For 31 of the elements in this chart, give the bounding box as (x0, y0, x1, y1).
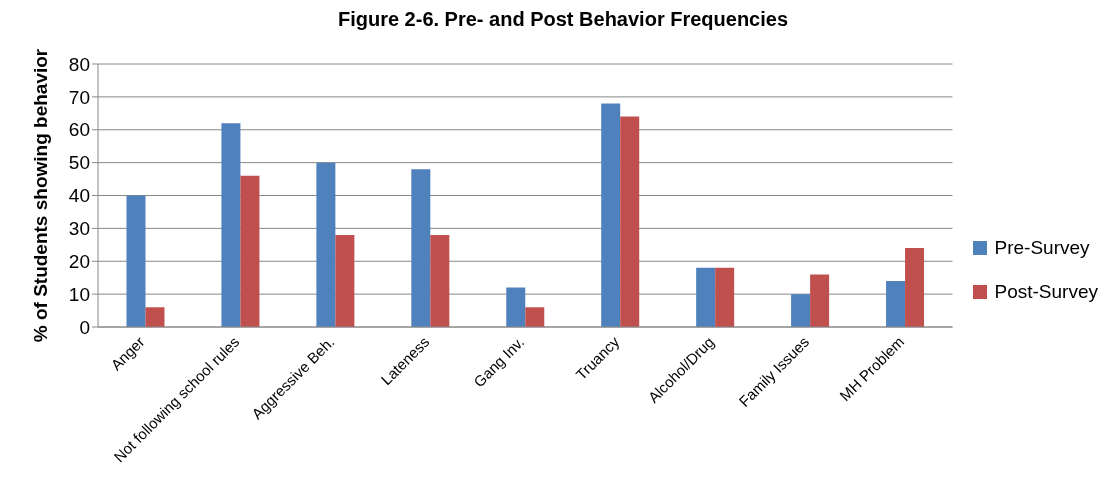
bar (601, 103, 621, 327)
bar (430, 234, 450, 327)
bar (715, 267, 735, 327)
y-tick-label: 0 (79, 316, 90, 338)
bar (240, 175, 260, 327)
bar (905, 248, 925, 327)
y-axis-title: % of Students showing behavior (29, 48, 51, 343)
bar (411, 169, 431, 327)
bar (791, 294, 811, 327)
bar (886, 280, 906, 327)
y-tick-label: 80 (68, 53, 90, 75)
y-tick-label: 70 (68, 86, 90, 108)
y-tick-label: 40 (68, 185, 90, 207)
y-tick-label: 50 (68, 152, 90, 174)
bar (525, 307, 545, 327)
legend-label: Pre-Survey (994, 236, 1090, 259)
bar (620, 116, 640, 327)
y-tick-label: 60 (68, 119, 90, 141)
y-tick-label: 10 (68, 283, 90, 305)
bar (810, 274, 830, 327)
bar (335, 234, 355, 327)
bar (506, 287, 526, 327)
bar (696, 267, 716, 327)
bar (221, 123, 241, 327)
bar (126, 195, 146, 327)
y-tick-label: 20 (68, 250, 90, 272)
bar (145, 307, 165, 327)
bar (316, 162, 336, 327)
y-tick-label: 30 (68, 218, 90, 240)
chart-title: Figure 2-6. Pre- and Post Behavior Frequencies (336, 8, 790, 32)
legend-label: Post-Survey (994, 280, 1098, 303)
